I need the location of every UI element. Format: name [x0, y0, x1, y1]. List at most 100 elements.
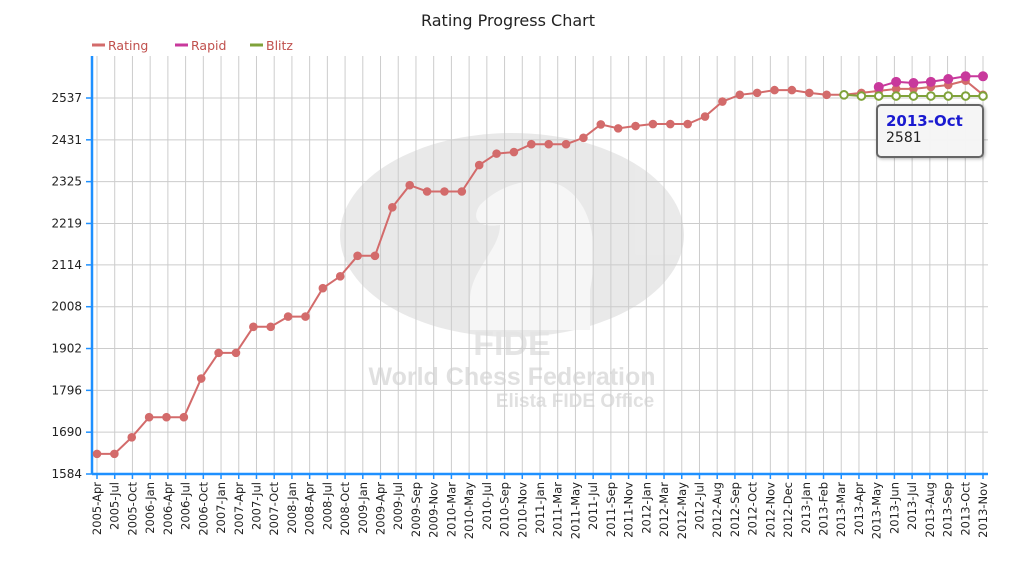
x-tick-label: 2011-Mar [551, 482, 565, 537]
y-tick-label: 1584 [51, 467, 82, 481]
data-point-rating[interactable] [440, 187, 449, 196]
data-point-rating[interactable] [318, 283, 328, 293]
legend-item-rating[interactable]: Rating [92, 38, 148, 53]
x-tick-label: 2009-Nov [427, 482, 441, 538]
chart-title: Rating Progress Chart [421, 11, 595, 30]
data-point-rapid[interactable] [960, 71, 971, 82]
x-tick-label: 2007-Apr [232, 482, 246, 535]
data-point-rating[interactable] [457, 187, 467, 196]
data-point-rating[interactable] [822, 90, 831, 100]
data-point-rating[interactable] [162, 412, 171, 422]
x-tick-label: 2006-Apr [161, 482, 175, 535]
data-point-rating[interactable] [388, 202, 397, 212]
x-tick-label: 2010-Mar [444, 482, 458, 537]
x-tick-label: 2010-Nov [515, 482, 529, 538]
legend-label-rapid: Rapid [191, 38, 226, 53]
data-point-blitz[interactable] [978, 91, 988, 101]
data-point-rating[interactable] [231, 348, 241, 358]
data-point-rating[interactable] [804, 88, 814, 98]
x-tick-label: 2006-Oct [196, 482, 210, 536]
data-point-rating[interactable] [735, 90, 745, 100]
data-point-rating[interactable] [492, 149, 501, 158]
data-point-rating[interactable] [370, 251, 380, 261]
data-point-rating[interactable] [283, 312, 293, 321]
data-point-rating[interactable] [474, 160, 484, 170]
data-point-rating[interactable] [561, 139, 571, 149]
data-point-rating[interactable] [301, 312, 310, 321]
data-point-blitz[interactable] [908, 91, 919, 101]
data-point-blitz[interactable] [891, 91, 901, 101]
data-point-rapid[interactable] [873, 81, 884, 92]
data-point-rating[interactable] [683, 119, 692, 129]
x-tick-label: 2013-Sep [941, 482, 955, 537]
data-point-rating[interactable] [422, 187, 432, 196]
x-tick-label: 2013-Mar [834, 482, 848, 537]
legend: Rating Rapid Blitz [92, 38, 293, 53]
x-tick-label: 2011-Jan [533, 482, 547, 534]
data-point-rating[interactable] [110, 449, 119, 459]
data-point-rating[interactable] [718, 97, 727, 106]
x-tick-label: 2011-Sep [604, 482, 618, 537]
data-point-blitz[interactable] [960, 91, 971, 101]
data-point-rating[interactable] [127, 433, 137, 442]
data-point-rating[interactable] [596, 120, 606, 129]
data-point-rating[interactable] [249, 322, 258, 332]
data-point-blitz[interactable] [839, 90, 849, 100]
watermark-line1: World Chess Federation [368, 363, 655, 391]
data-point-rating[interactable] [509, 147, 519, 157]
x-tick-label: 2005-Apr [90, 482, 104, 535]
data-point-rating[interactable] [353, 251, 362, 261]
x-tick-label: 2009-Jan [356, 482, 370, 534]
data-point-rating[interactable] [665, 119, 675, 129]
data-point-rating[interactable] [613, 124, 623, 133]
legend-item-blitz[interactable]: Blitz [250, 38, 293, 53]
data-point-rating[interactable] [144, 412, 154, 422]
y-axis-ticks: 1584 1690 1796 1902 2008 2114 2219 2325 2431 2537 [51, 91, 92, 481]
x-tick-label: 2012-Sep [728, 482, 742, 537]
data-point-rating[interactable] [196, 374, 206, 383]
x-tick-label: 2008-Apr [303, 482, 317, 535]
x-tick-label: 2010-Sep [498, 482, 512, 537]
legend-item-rapid[interactable]: Rapid [175, 38, 226, 53]
data-point-rating[interactable] [179, 412, 189, 422]
data-point-rating[interactable] [92, 449, 102, 459]
x-tick-label: 2012-Mar [657, 482, 671, 537]
legend-label-blitz: Blitz [266, 38, 293, 53]
data-point-rapid[interactable] [925, 76, 936, 87]
x-tick-label: 2009-Jul [391, 482, 405, 530]
watermark-brand: FIDE [473, 325, 550, 363]
data-point-blitz[interactable] [873, 91, 884, 101]
y-tick-label: 2219 [51, 216, 82, 230]
data-point-rating[interactable] [648, 119, 658, 129]
data-point-rating[interactable] [544, 139, 553, 149]
data-point-rapid[interactable] [943, 74, 954, 85]
data-point-rapid[interactable] [908, 78, 919, 89]
data-point-blitz[interactable] [926, 91, 936, 101]
data-point-rating[interactable] [266, 322, 276, 332]
x-tick-label: 2006-Jul [179, 482, 193, 530]
data-point-rating[interactable] [770, 85, 779, 95]
data-point-blitz[interactable] [943, 91, 954, 101]
data-point-rating[interactable] [579, 133, 588, 143]
data-point-rating[interactable] [405, 180, 415, 190]
fide-logo-knight-icon [470, 181, 594, 330]
data-point-blitz[interactable] [856, 91, 867, 101]
grid [92, 56, 988, 475]
data-point-rating[interactable] [335, 272, 345, 281]
x-tick-label: 2011-Jul [586, 482, 600, 530]
x-tick-label: 2013-Nov [976, 482, 990, 538]
data-point-rating[interactable] [527, 139, 536, 149]
data-point-rating[interactable] [700, 112, 710, 121]
x-tick-label: 2009-Apr [374, 482, 388, 535]
y-tick-label: 2325 [51, 175, 82, 189]
data-point-rating[interactable] [214, 348, 223, 358]
data-point-rating[interactable] [752, 88, 762, 98]
legend-label-rating: Rating [108, 38, 148, 53]
series-line-rating [97, 79, 984, 455]
data-point-rapid[interactable] [978, 71, 988, 82]
data-point-rating[interactable] [787, 85, 797, 95]
x-tick-label: 2013-May [870, 482, 884, 539]
data-point-rating[interactable] [631, 121, 640, 131]
data-point-rapid[interactable] [891, 76, 902, 87]
x-tick-label: 2010-Jul [480, 482, 494, 530]
